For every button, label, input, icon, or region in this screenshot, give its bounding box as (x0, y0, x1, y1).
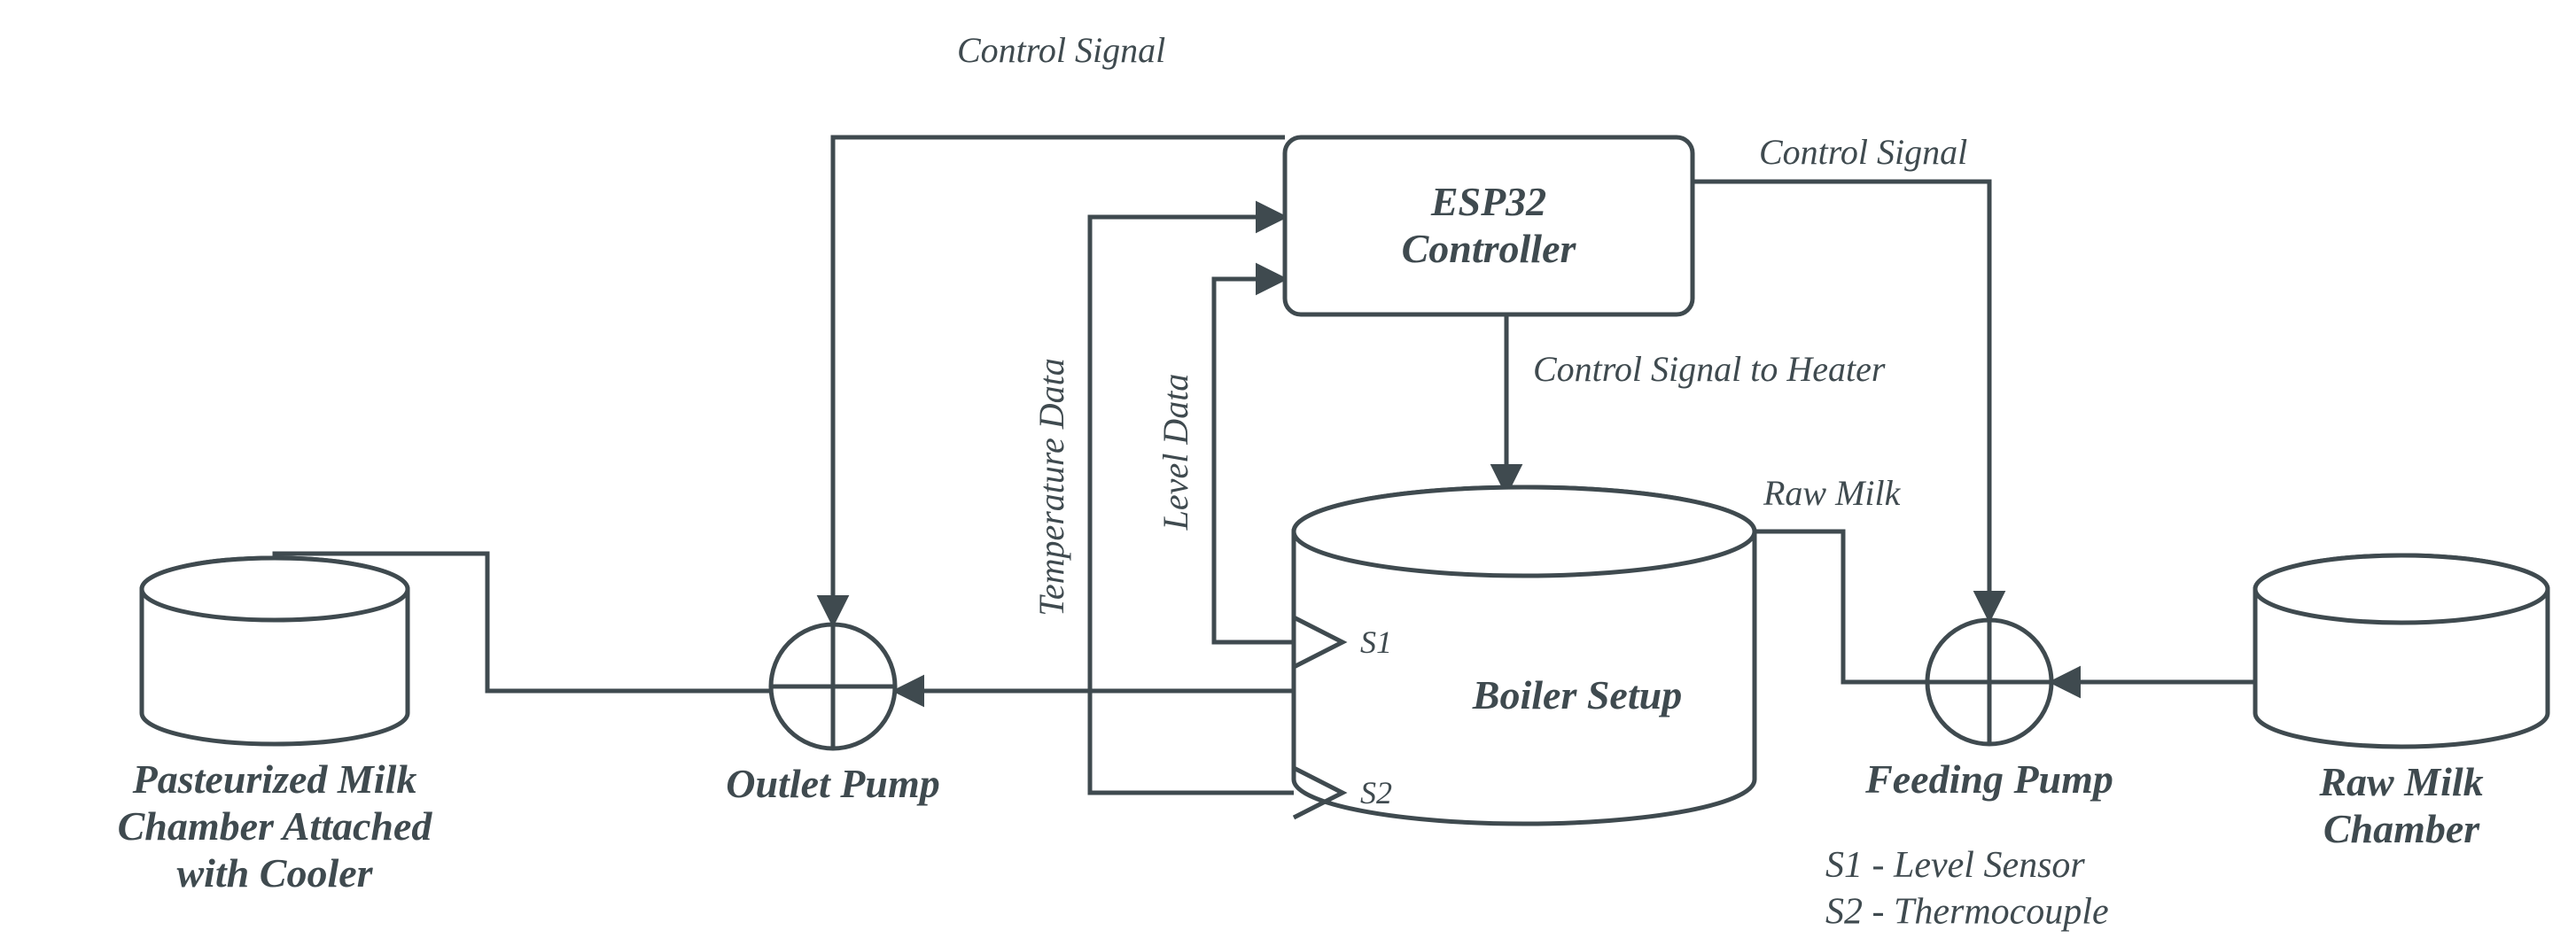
sensor-label-s2: S2 (1360, 775, 1392, 810)
edge-label-level_data: Level Data (1156, 374, 1195, 531)
edge-label-temp_data: Temperature Data (1031, 358, 1071, 616)
node-raw_milk_chamber-top (2255, 555, 2548, 623)
legend-line-1: S2 - Thermocouple (1825, 892, 2109, 933)
edge-label-raw_milk_in: Raw Milk (1763, 473, 1902, 513)
sensor-label-s1: S1 (1360, 624, 1392, 660)
edge-label-ctrl_to_feeding: Control Signal (1759, 132, 1967, 172)
node-label-outlet_pump: Outlet Pump (726, 761, 940, 806)
legend: S1 - Level Sensor S2 - Thermocouple (1825, 845, 2109, 933)
edge-level_data (1214, 279, 1294, 642)
node-label-pasteurized_chamber: Pasteurized MilkChamber Attachedwith Coo… (118, 756, 433, 896)
edge-label-ctrl_to_outlet: Control Signal (957, 30, 1165, 70)
edge-label-ctrl_to_heater: Control Signal to Heater (1533, 349, 1886, 389)
node-pasteurized_chamber-top (142, 558, 408, 620)
node-label-boiler: Boiler Setup (1472, 672, 1682, 717)
legend-line-0: S1 - Level Sensor (1825, 845, 2085, 886)
node-label-raw_milk_chamber: Raw MilkChamber (2318, 759, 2483, 851)
nodes-layer: ESP32ControllerBoiler SetupRaw MilkChamb… (118, 137, 2548, 896)
node-label-feeding_pump: Feeding Pump (1864, 756, 2113, 802)
node-boiler-top (1294, 487, 1755, 576)
